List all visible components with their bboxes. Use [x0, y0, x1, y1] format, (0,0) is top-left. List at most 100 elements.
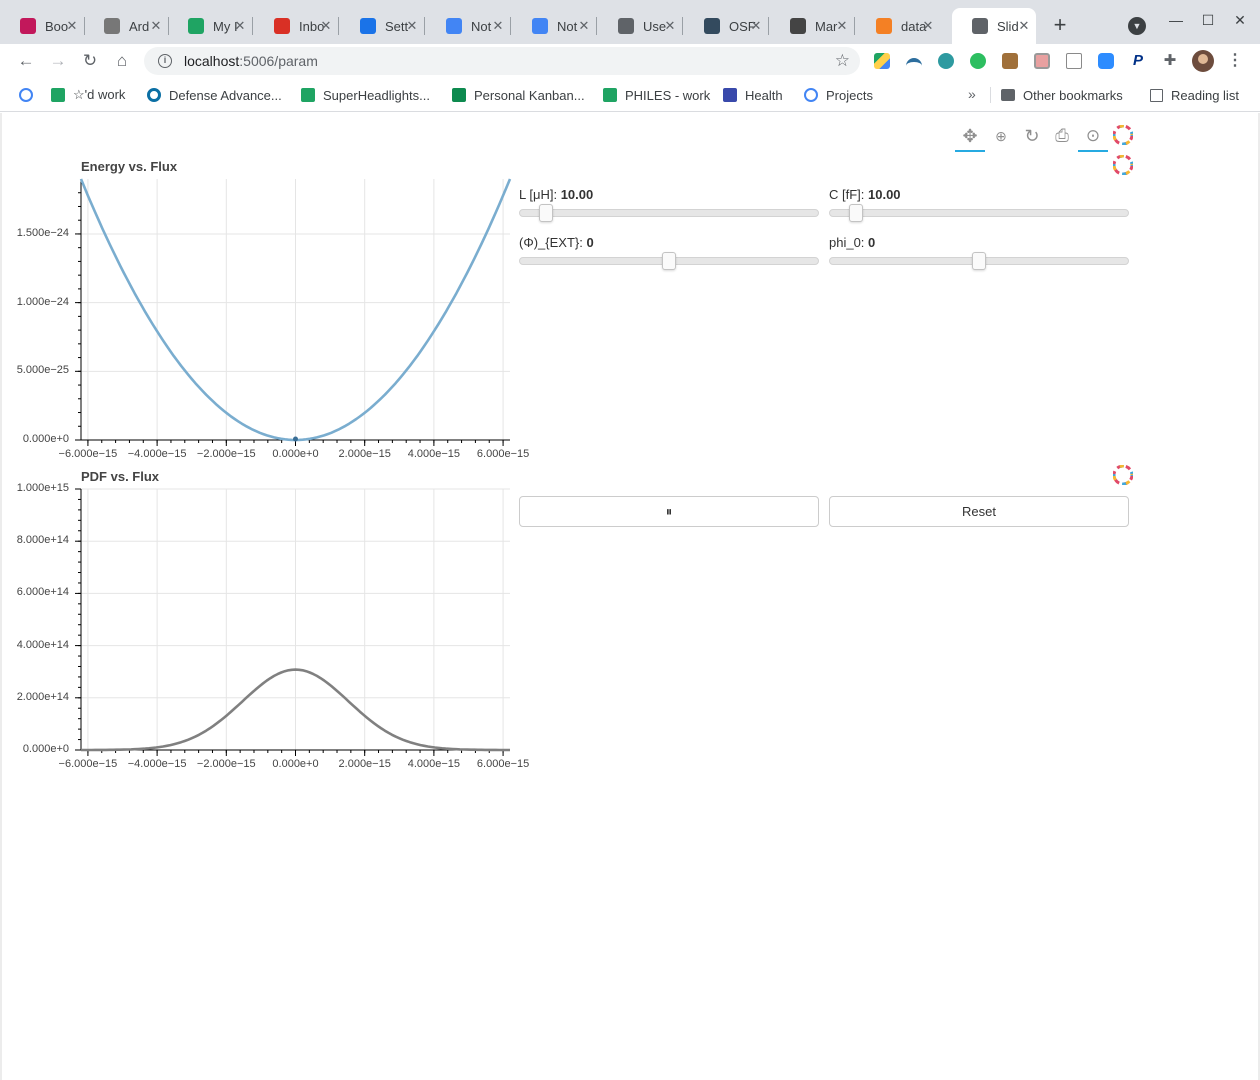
bookmark-item[interactable]: Personal Kanban... [452, 87, 585, 103]
bookmark-item[interactable]: Health [723, 87, 783, 103]
reset-tool-icon[interactable]: ↻ [1024, 126, 1040, 146]
more-bookmarks-icon[interactable]: » [968, 86, 976, 102]
y-tick-label: 0.000e+0 [22, 433, 69, 445]
bookmark-item[interactable] [19, 87, 33, 103]
bokeh-logo-icon[interactable] [1113, 125, 1133, 145]
close-tab-icon[interactable]: ✕ [66, 18, 78, 33]
slider-handle[interactable] [849, 204, 863, 222]
pdf-plot[interactable] [2, 113, 522, 783]
tab-3[interactable]: My I ✕ [168, 8, 253, 44]
slider-track[interactable] [829, 209, 1129, 217]
tab-8[interactable]: Use ✕ [598, 8, 683, 44]
forward-icon[interactable]: → [49, 51, 67, 70]
paypal-icon[interactable]: P [1130, 53, 1146, 69]
bookmark-item[interactable]: PHILES - work [603, 87, 710, 103]
x-tick-label: 2.000e−15 [338, 448, 391, 460]
box-zoom-tool-icon[interactable]: ⊕ [995, 128, 1007, 144]
drive-extension-icon[interactable] [874, 53, 890, 69]
clipboard-extension-icon[interactable] [1002, 53, 1018, 69]
close-tab-icon[interactable]: ✕ [922, 18, 934, 33]
globe-extension-icon[interactable] [938, 53, 954, 69]
x-tick-label: −6.000e−15 [58, 758, 118, 770]
bokeh-logo-icon[interactable] [1113, 155, 1133, 175]
back-icon[interactable]: ← [17, 51, 35, 70]
arc-extension-icon[interactable] [906, 58, 922, 66]
profile-avatar[interactable] [1192, 50, 1214, 72]
close-tab-icon[interactable]: ✕ [578, 18, 590, 33]
bookmark-label: Personal Kanban... [474, 87, 585, 103]
reload-icon[interactable]: ↻ [82, 51, 98, 70]
new-tab-button[interactable]: + [1053, 12, 1067, 37]
tab-search-icon[interactable]: ▼ [1128, 17, 1146, 35]
tab-7[interactable]: Not ✕ [512, 8, 597, 44]
home-icon[interactable]: ⌂ [116, 51, 128, 70]
tab-2[interactable]: Ard ✕ [84, 8, 169, 44]
tab-title: Use [643, 18, 667, 34]
y-tick-label: 0.000e+0 [22, 743, 69, 755]
slider-track[interactable] [519, 209, 819, 217]
browser-menu-icon[interactable]: ⋮ [1227, 52, 1243, 69]
pan-tool-icon[interactable]: ✥ [955, 121, 985, 152]
close-tab-icon[interactable]: ✕ [320, 18, 332, 33]
address-bar[interactable]: i localhost:5006/param ☆ [144, 47, 860, 75]
slider-handle[interactable] [972, 252, 986, 270]
play-pause-button[interactable]: ⏸ [519, 496, 819, 527]
extensions-puzzle-icon[interactable]: ✚ [1163, 52, 1177, 69]
bookmark-label: Defense Advance... [169, 87, 282, 103]
bookmark-item[interactable]: ☆'d work [51, 87, 125, 103]
x-tick-label: −2.000e−15 [196, 758, 256, 770]
minimize-icon[interactable]: — [1169, 12, 1183, 28]
close-tab-icon[interactable]: ✕ [750, 18, 762, 33]
y-tick-label: 4.000e+14 [16, 638, 69, 651]
bookmark-item[interactable]: Defense Advance... [147, 87, 282, 103]
close-tab-icon[interactable]: ✕ [234, 18, 246, 33]
tab-divider [84, 17, 85, 35]
maximize-icon[interactable]: ☐ [1201, 12, 1215, 28]
close-tab-icon[interactable]: ✕ [664, 18, 676, 33]
tab-4[interactable]: Inbo ✕ [254, 8, 339, 44]
tab-12[interactable]: Slid ✕ [952, 8, 1036, 44]
bookmark-item[interactable]: SuperHeadlights... [301, 87, 430, 103]
evernote-icon[interactable] [970, 53, 986, 69]
image-extension-icon[interactable] [1034, 53, 1050, 69]
hover-tool-icon[interactable]: ⊙ [1078, 121, 1108, 152]
other-bookmarks[interactable]: Other bookmarks [1001, 87, 1123, 103]
tab-title: Inbo [299, 18, 325, 34]
tab-11[interactable]: data ✕ [856, 8, 940, 44]
document-extension-icon[interactable] [1066, 53, 1082, 69]
slider-label: phi_0: 0 [829, 235, 875, 250]
slider-name: L [μH]: [519, 187, 561, 202]
url-host: localhost [184, 53, 240, 69]
close-tab-icon[interactable]: ✕ [1018, 18, 1030, 33]
drive-icon [51, 88, 65, 102]
zoom-icon[interactable] [1098, 53, 1114, 69]
bookmark-item[interactable]: Projects [804, 87, 873, 103]
reset-button[interactable]: Reset [829, 496, 1129, 527]
flag-icon [452, 88, 466, 102]
x-tick-label: 0.000e+0 [272, 758, 319, 770]
site-info-icon[interactable]: i [158, 54, 172, 68]
bokeh-logo-icon[interactable] [1113, 465, 1133, 485]
tab-1[interactable]: Boo ✕ [0, 8, 85, 44]
tab-6[interactable]: Not ✕ [426, 8, 511, 44]
tab-9[interactable]: OSF ✕ [684, 8, 769, 44]
tab-10[interactable]: Mar ✕ [770, 8, 855, 44]
bookmark-star-icon[interactable]: ☆ [834, 51, 850, 70]
slider-handle[interactable] [662, 252, 676, 270]
close-tab-icon[interactable]: ✕ [492, 18, 504, 33]
calendar-icon [723, 88, 737, 102]
tab-5[interactable]: Sett ✕ [340, 8, 425, 44]
energy-plot[interactable] [2, 113, 522, 473]
y-tick-label: 5.000e−25 [16, 364, 69, 377]
tab-divider [682, 17, 683, 35]
slider-value: 10.00 [868, 187, 901, 202]
reading-list[interactable]: Reading list [1150, 87, 1239, 103]
close-tab-icon[interactable]: ✕ [836, 18, 848, 33]
save-tool-icon[interactable]: ⎙ [1055, 126, 1069, 145]
energy-plot-title: Energy vs. Flux [81, 159, 178, 174]
close-tab-icon[interactable]: ✕ [406, 18, 418, 33]
google-icon [804, 88, 818, 102]
close-tab-icon[interactable]: ✕ [150, 18, 162, 33]
slider-handle[interactable] [539, 204, 553, 222]
close-window-icon[interactable]: ✕ [1234, 12, 1246, 28]
